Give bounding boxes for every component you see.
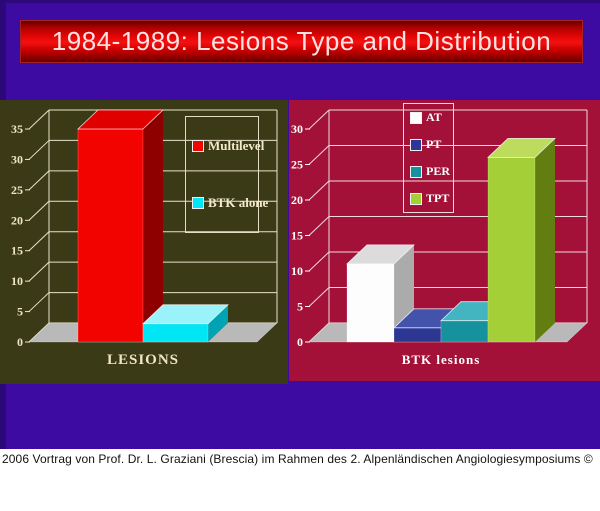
y-tick-label: 30 — [291, 122, 303, 136]
legend-swatch — [410, 138, 422, 151]
legend-swatch — [192, 197, 204, 210]
bar-front-PER — [440, 320, 489, 343]
bar-side-Multilevel — [143, 110, 163, 342]
y-tick-label: 35 — [11, 122, 23, 136]
legend-swatch — [192, 139, 204, 152]
bar-side-TPT — [535, 138, 555, 342]
bar-top-Multilevel — [76, 109, 165, 130]
y-tick-label: 0 — [297, 335, 303, 349]
legend-item-btk-alone: BTK alone — [192, 195, 268, 211]
legend-label: PER — [426, 164, 450, 178]
y-tick-label: 0 — [17, 335, 23, 349]
tick-connector — [308, 180, 330, 201]
tick-connector — [28, 261, 50, 282]
tick-connector — [28, 170, 50, 191]
slide-title: 1984-1989: Lesions Type and Distribution — [51, 26, 552, 56]
tick-connector — [28, 200, 50, 221]
bar-front-PT — [393, 327, 442, 343]
legend-swatch — [410, 111, 422, 124]
btk-chart-legend: AT PT PER TPT — [403, 103, 454, 213]
legend-swatch — [410, 192, 422, 205]
x-axis-label: BTK lesions — [402, 352, 481, 367]
legend-label: PT — [426, 137, 442, 151]
y-tick-label: 10 — [11, 274, 23, 288]
bar-side-BTK alone — [208, 304, 228, 342]
bar-top-AT — [345, 244, 416, 265]
y-tick-label: 5 — [17, 305, 23, 319]
legend-item-tpt: TPT — [410, 191, 453, 206]
tick-connector — [28, 292, 50, 312]
y-tick-label: 20 — [291, 193, 303, 207]
y-tick-label: 10 — [291, 264, 303, 278]
y-tick-label: 15 — [11, 244, 23, 258]
y-tick-label: 5 — [297, 300, 303, 314]
legend-label: Multilevel — [208, 137, 265, 153]
bar-front-AT — [346, 263, 395, 343]
legend-swatch — [410, 165, 422, 178]
legend-label: AT — [426, 110, 442, 124]
bar-front-TPT — [487, 157, 536, 343]
bar-top-TPT — [486, 138, 557, 158]
y-tick-label: 30 — [11, 152, 23, 166]
tick-connector — [28, 231, 50, 252]
btk-chart-panel: 0 5 10 15 20 25 30 BTK lesions AT PT PER TPT — [289, 100, 600, 381]
lesions-chart-legend: Multilevel BTK alone — [185, 116, 268, 233]
x-axis-label: LESIONS — [107, 352, 179, 368]
y-tick-label: 25 — [11, 183, 23, 197]
bar-top-BTK alone — [141, 304, 230, 325]
tick-connector — [28, 140, 50, 160]
tick-connector — [308, 109, 330, 130]
legend-item-pt: PT — [410, 137, 453, 152]
lesions-bar-chart: 0 5 10 15 20 25 30 35 LESIONS — [11, 109, 278, 368]
legend-label: TPT — [426, 191, 450, 205]
legend-item-at: AT — [410, 110, 453, 125]
footer-credit: 2006 Vortrag von Prof. Dr. L. Graziani (… — [2, 452, 593, 466]
tick-connector — [28, 109, 50, 130]
footer-bar: 2006 Vortrag von Prof. Dr. L. Graziani (… — [0, 449, 600, 511]
tick-connector — [308, 145, 330, 165]
y-tick-label: 20 — [11, 213, 23, 227]
lesions-chart-panel: 0 5 10 15 20 25 30 35 LESIONS Multilevel BTK alon… — [0, 100, 288, 384]
bar-front-Multilevel — [77, 128, 144, 343]
bar-front-BTK alone — [142, 323, 209, 343]
legend-item-multilevel: Multilevel — [192, 138, 264, 154]
y-tick-label: 15 — [291, 229, 303, 243]
tick-connector — [308, 287, 330, 307]
tick-connector — [308, 251, 330, 272]
legend-item-per: PER — [410, 164, 453, 179]
y-tick-label: 25 — [291, 158, 303, 172]
legend-label: BTK alone — [208, 195, 269, 211]
title-bar: 1984-1989: Lesions Type and Distribution — [20, 20, 583, 63]
tick-connector — [308, 216, 330, 236]
btk-bar-chart: 0 5 10 15 20 25 30 BTK lesions — [291, 109, 588, 367]
